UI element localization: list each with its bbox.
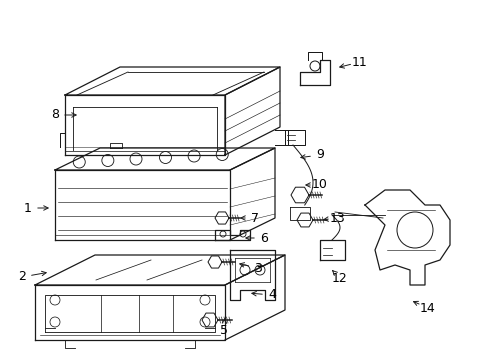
Text: 12: 12 [332,271,348,284]
Text: 8: 8 [51,108,59,122]
Text: 9: 9 [316,148,324,162]
Text: 10: 10 [312,179,328,192]
Text: 5: 5 [220,324,228,337]
Text: 6: 6 [260,231,268,244]
Text: 1: 1 [24,202,32,215]
Text: 11: 11 [352,55,368,68]
Text: 14: 14 [420,302,436,315]
Text: 13: 13 [330,211,346,225]
Text: 7: 7 [251,211,259,225]
Text: 2: 2 [18,270,26,284]
Text: 3: 3 [254,261,262,274]
Text: 4: 4 [268,288,276,302]
